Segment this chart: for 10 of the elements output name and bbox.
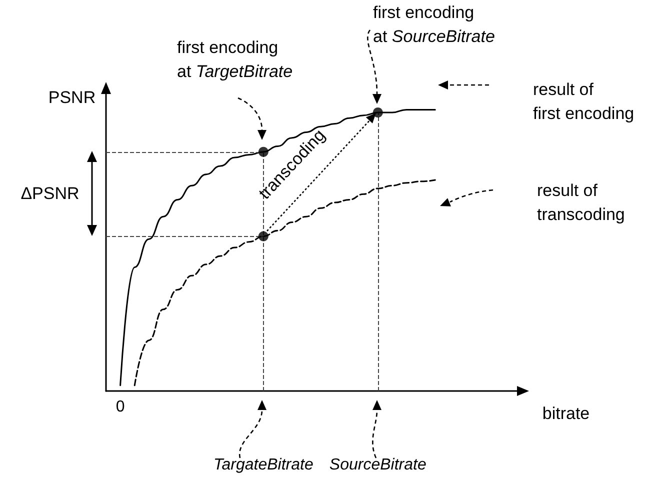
text: first encoding at SourceBitrate	[373, 3, 495, 46]
x-axis-title: bitrate	[542, 404, 590, 423]
x-tick-label: TargateBitrate	[213, 456, 314, 474]
x-tick-label: 0	[116, 398, 125, 416]
text: first encoding at TargetBitrate	[177, 38, 293, 81]
x-tick-label: SourceBitrate	[329, 456, 426, 474]
text: result of first encoding	[533, 80, 634, 123]
y-axis-title: PSNR	[48, 88, 96, 107]
text: result of transcoding	[537, 181, 625, 224]
text: ΔPSNR	[20, 184, 80, 203]
